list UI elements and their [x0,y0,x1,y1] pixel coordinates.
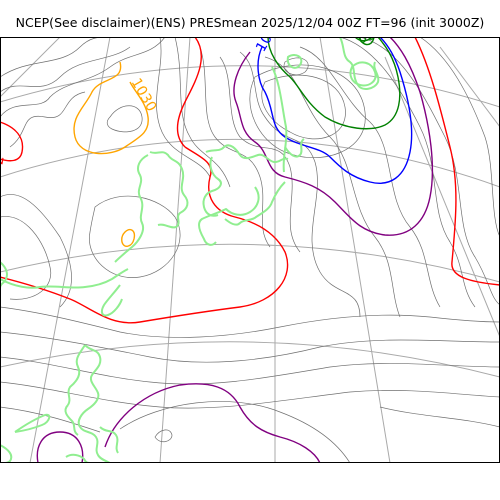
coastline [0,261,8,290]
isobar [0,216,52,300]
isobar [174,37,231,188]
isobar [379,406,500,428]
contour-label-990: 00 [356,37,378,48]
isobar-990 [359,37,375,46]
isobar [261,74,346,140]
isobar-990 [267,37,401,130]
coastline [286,54,303,69]
isobar [0,194,72,308]
coastline [149,151,189,229]
isobar [299,46,441,308]
coastline [0,268,129,289]
coastline [67,344,86,406]
coastline [100,284,123,317]
contour-label-1000: 10 [253,37,276,55]
isobar [156,37,211,178]
isobar [249,64,366,159]
isobar [119,401,351,463]
coastline [77,344,102,428]
coastline [14,413,51,433]
isobar-1020 [176,37,202,148]
coastline [99,426,119,454]
coastline [114,154,149,263]
isobar [154,429,173,443]
isobar [89,195,181,278]
isobar-990 [354,37,373,42]
graticule-meridian [384,56,500,338]
isobars [0,37,500,463]
isobar [0,381,500,409]
coastline [349,61,377,87]
coastline [224,181,286,226]
isobar [106,105,143,133]
coastlines [0,37,380,463]
isobar-1010 [36,431,84,463]
graticule-meridian [29,37,111,463]
isobar [0,331,500,363]
isobar-1010 [104,383,321,463]
isobar-1000 [257,37,413,184]
isobar [419,37,500,238]
isobar [9,91,86,148]
isobar-1030 [121,228,136,247]
isobar [283,57,309,76]
isobar-1020 [0,121,24,162]
coastline [65,453,91,463]
isobar [0,356,500,385]
graticule-meridian [319,37,391,463]
coastline [79,426,111,463]
highlight-isobars [0,37,500,463]
isobar [0,37,166,118]
pressure-map: 1030 10 00 2 [0,37,500,463]
isobar [0,46,131,93]
coastline [284,138,305,158]
isobar [0,306,500,338]
isobar-1020 [414,37,500,286]
coastline [0,444,13,463]
graticule-meridian [159,37,191,463]
map-canvas: 1030 10 00 2 [0,37,500,463]
contour-label-1020: 2 [0,155,8,167]
coastline [64,404,79,436]
isobar-1020 [0,146,289,324]
graticule-parallel [0,243,500,283]
coastline [202,156,222,217]
map-title: NCEP(See disclaimer)(ENS) PRESmean 2025/… [15,15,485,30]
isobar [359,37,500,306]
isobar [219,56,301,253]
isobar [0,406,101,433]
graticule-meridian [439,46,500,128]
coastline [205,144,289,164]
graticule-parallel [0,341,500,378]
coastline [197,186,260,246]
isobar [239,51,361,318]
graticule-parallel [0,138,500,188]
contour-label-1030: 1030 [128,76,160,115]
isobar-1030 [73,61,149,155]
isobar-1010 [233,37,434,236]
isobar [0,37,106,78]
